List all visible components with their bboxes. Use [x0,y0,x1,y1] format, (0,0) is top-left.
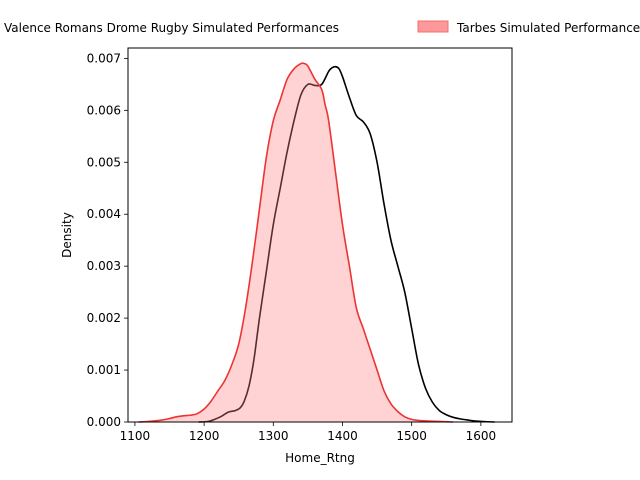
x-tick-label: 1100 [120,429,151,443]
y-tick-label: 0.006 [87,103,121,117]
legend: Valence Romans Drome Rugby Simulated Per… [4,20,640,35]
y-axis-ticks: 0.000 0.001 0.002 0.003 0.004 0.005 0.006 0.007 [87,51,128,429]
x-axis-label: Home_Rtng [285,451,355,465]
y-tick-label: 0.004 [87,207,121,221]
legend-label-valence: Valence Romans Drome Rugby Simulated Per… [4,21,339,35]
y-tick-label: 0.003 [87,259,121,273]
x-tick-label: 1200 [189,429,220,443]
x-tick-label: 1500 [396,429,427,443]
y-axis-label: Density [60,212,74,258]
plot-frame [127,47,513,423]
y-tick-label: 0.001 [87,363,121,377]
y-tick-label: 0.007 [87,51,121,65]
series-area-1 [138,63,454,422]
series-line-0 [198,65,495,423]
x-tick-label: 1600 [466,429,497,443]
legend-label-tarbes: Tarbes Simulated Performances [456,21,640,35]
series-layer [138,62,495,423]
y-tick-label: 0.000 [87,415,121,429]
x-axis-ticks: 1100 1200 1300 1400 1500 1600 [120,422,496,443]
x-tick-label: 1300 [258,429,289,443]
x-tick-label: 1400 [327,429,358,443]
y-tick-label: 0.002 [87,311,121,325]
legend-swatch-tarbes [417,20,449,33]
series-line-1 [138,62,454,423]
y-tick-label: 0.005 [87,155,121,169]
